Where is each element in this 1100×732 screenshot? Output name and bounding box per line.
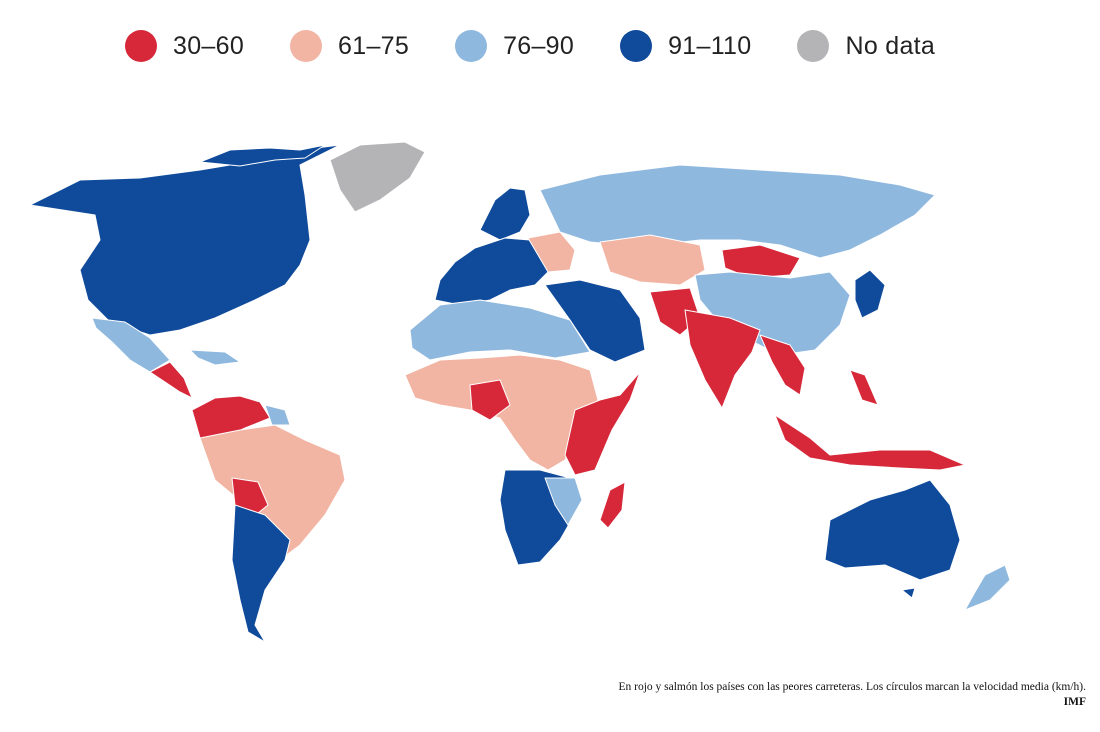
region-tasmania: [901, 587, 916, 599]
legend-swatch-lightblue: [455, 30, 488, 62]
region-guyanas: [264, 404, 291, 426]
legend-label: No data: [845, 31, 936, 60]
map-legend: 30–60 61–75 76–90 91–110 No data: [125, 30, 981, 62]
region-japan-korea: [854, 269, 886, 319]
region-mozambique: [544, 477, 583, 526]
region-europe: [434, 237, 549, 306]
legend-item-no-data: No data: [797, 30, 935, 62]
legend-swatch-darkblue: [620, 30, 653, 62]
legend-label: 30–60: [173, 31, 245, 60]
legend-item-30-60: 30–60: [125, 30, 244, 62]
region-caribbean: [189, 349, 241, 366]
region-philippines: [849, 369, 879, 406]
legend-swatch-salmon: [290, 30, 323, 62]
region-mongolia: [721, 244, 801, 279]
region-indonesia: [774, 414, 966, 471]
caption-text: En rojo y salmón los países con las peor…: [618, 681, 1086, 693]
region-russia: [539, 164, 936, 259]
region-new-zealand: [964, 564, 1011, 611]
legend-item-61-75: 61–75: [290, 30, 409, 62]
region-india: [684, 309, 761, 409]
region-nigeria: [469, 379, 511, 421]
region-central-america: [149, 361, 193, 399]
legend-label: 76–90: [503, 31, 575, 60]
legend-swatch-nodata: [797, 30, 830, 62]
legend-label: 91–110: [668, 31, 752, 60]
legend-swatch-red: [125, 30, 157, 62]
region-eastern-europe: [527, 231, 576, 273]
region-arctic-islands: [199, 144, 326, 167]
region-southeast-asia: [759, 334, 806, 396]
region-scandinavia: [479, 187, 531, 241]
legend-item-76-90: 76–90: [455, 30, 574, 62]
region-madagascar: [599, 481, 626, 529]
region-greenland: [329, 141, 426, 213]
source-label: IMF: [1063, 696, 1086, 708]
region-southern-cone: [231, 504, 291, 643]
map-caption: En rojo y salmón los países con las peor…: [618, 680, 1086, 710]
region-north-africa: [409, 299, 591, 361]
legend-item-91-110: 91–110: [620, 30, 751, 62]
region-east-africa: [564, 371, 641, 476]
region-australia: [824, 479, 961, 581]
region-central-asia: [599, 234, 706, 286]
region-north-america: [29, 144, 341, 336]
region-west-central-africa: [404, 354, 599, 471]
legend-label: 61–75: [338, 31, 410, 60]
